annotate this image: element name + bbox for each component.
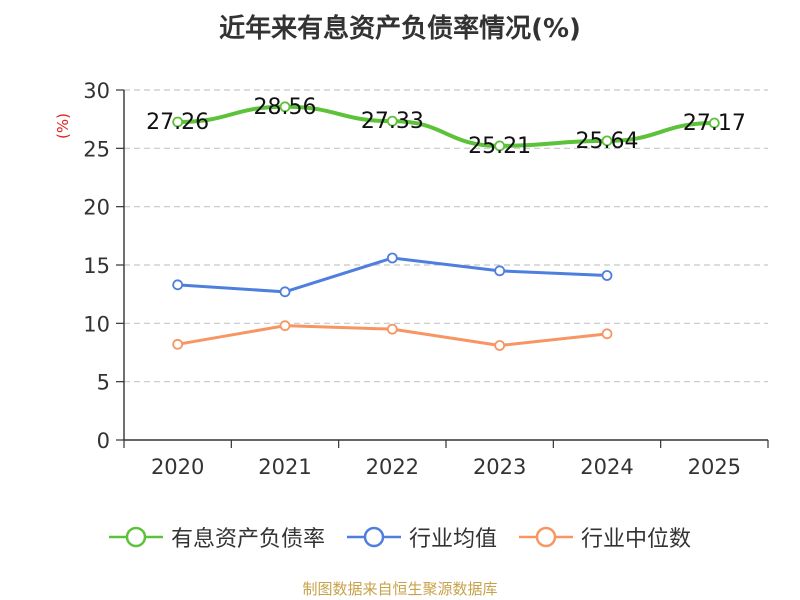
- data-point: [601, 135, 613, 147]
- legend-swatch-marker: [363, 526, 385, 548]
- y-tick-label: 5: [97, 371, 110, 395]
- data-point: [708, 117, 720, 129]
- legend-label: 有息资产负债率: [170, 527, 325, 552]
- y-tick-label: 20: [83, 196, 110, 220]
- data-label: 25.64: [576, 129, 639, 154]
- data-point: [172, 279, 184, 291]
- data-point: [386, 115, 398, 127]
- legend-swatch-icon: [346, 526, 401, 548]
- x-tick-label: 2020: [151, 455, 204, 479]
- y-tick-label: 0: [97, 429, 110, 453]
- series-lines: [172, 101, 720, 351]
- data-point: [386, 252, 398, 264]
- data-label: 27.26: [146, 110, 209, 135]
- data-point: [172, 116, 184, 128]
- chart-title: 近年来有息资产负债率情况(%): [219, 14, 581, 44]
- legend-item[interactable]: 行业均值: [346, 521, 497, 553]
- data-point: [601, 328, 613, 340]
- legend-item[interactable]: 有息资产负债率: [108, 521, 325, 553]
- legend-item[interactable]: 行业中位数: [519, 521, 691, 553]
- source-note: 制图数据来自恒生聚源数据库: [302, 580, 498, 598]
- data-point: [279, 286, 291, 298]
- data-point: [601, 270, 613, 281]
- legend-swatch-marker: [535, 526, 557, 548]
- legend-label: 行业中位数: [581, 527, 692, 552]
- x-tick-label: 2022: [366, 455, 419, 479]
- data-point: [386, 323, 398, 335]
- data-point: [172, 338, 184, 350]
- legend-swatch-icon: [108, 526, 163, 548]
- legend-swatch-icon: [519, 526, 573, 548]
- series-line: [175, 104, 717, 148]
- data-labels: 27.26 28.56 27.33 25.21 25.64 27.17: [146, 95, 746, 159]
- y-axis-label: (%): [54, 113, 72, 139]
- legend: 有息资产负债率 行业均值 行业中位数: [0, 520, 800, 554]
- x-tick-label: 2025: [688, 455, 741, 479]
- data-label: 25.21: [468, 134, 531, 159]
- legend-swatch-marker: [125, 526, 147, 548]
- x-tick-label: 2024: [580, 455, 633, 479]
- data-label: 27.33: [361, 109, 424, 134]
- y-tick-label: 30: [83, 79, 110, 103]
- y-tick-label: 15: [83, 254, 110, 278]
- x-tick-label: 2023: [473, 455, 526, 479]
- data-point: [279, 320, 291, 332]
- data-point: [494, 265, 506, 277]
- data-label: 27.17: [683, 111, 746, 136]
- data-point: [494, 140, 506, 152]
- data-point: [279, 101, 291, 113]
- data-point: [494, 340, 506, 351]
- data-label: 28.56: [254, 95, 317, 120]
- y-tick-label: 25: [83, 137, 110, 161]
- x-tick-label: 2021: [258, 455, 311, 479]
- legend-label: 行业均值: [408, 527, 497, 552]
- y-tick-label: 10: [83, 312, 110, 336]
